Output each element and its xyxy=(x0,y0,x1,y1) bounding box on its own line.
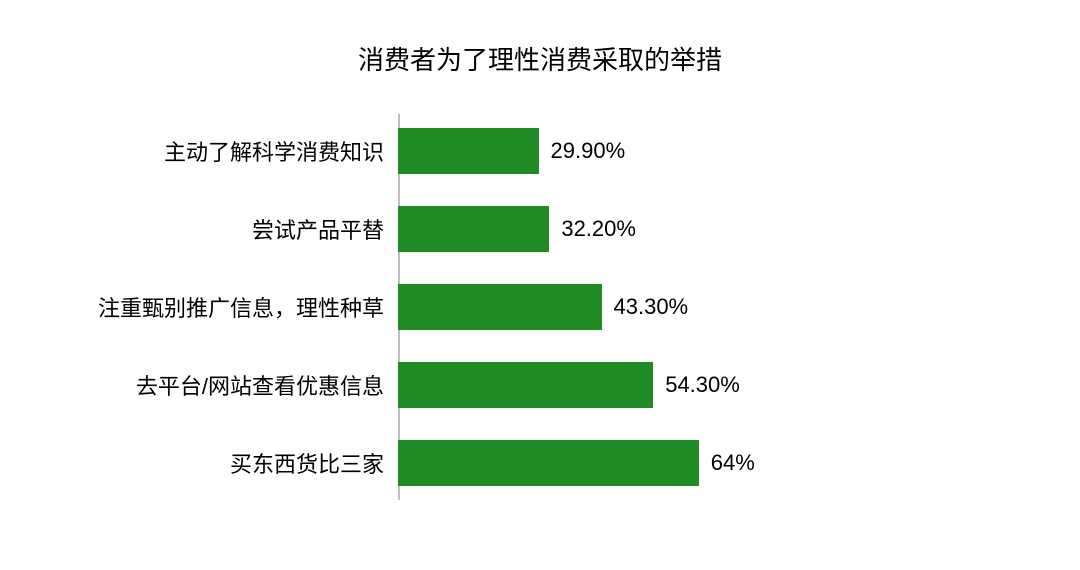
value-label: 64% xyxy=(699,450,755,476)
value-label: 43.30% xyxy=(602,294,689,320)
category-label: 买东西货比三家 xyxy=(230,447,398,479)
bar-row: 去平台/网站查看优惠信息54.30% xyxy=(398,362,868,408)
bar xyxy=(398,284,602,330)
bar xyxy=(398,128,539,174)
category-label: 去平台/网站查看优惠信息 xyxy=(136,369,398,401)
plot-area: 主动了解科学消费知识29.90% 尝试产品平替32.20% 注重甄别推广信息，理性种… xyxy=(398,128,868,486)
value-label: 29.90% xyxy=(539,138,626,164)
bar-row: 买东西货比三家64% xyxy=(398,440,868,486)
bar xyxy=(398,206,549,252)
bar-row: 注重甄别推广信息，理性种草43.30% xyxy=(398,284,868,330)
value-label: 32.20% xyxy=(549,216,636,242)
bar-row: 尝试产品平替32.20% xyxy=(398,206,868,252)
chart-container: 消费者为了理性消费采取的举措 主动了解科学消费知识29.90%尝试产品平替32.… xyxy=(0,0,1080,570)
category-label: 注重甄别推广信息，理性种草 xyxy=(98,291,398,323)
bar xyxy=(398,362,653,408)
category-label: 尝试产品平替 xyxy=(252,213,398,245)
category-label: 主动了解科学消费知识 xyxy=(164,135,398,167)
value-label: 54.30% xyxy=(653,372,740,398)
chart-title: 消费者为了理性消费采取的举措 xyxy=(0,40,1080,77)
bar xyxy=(398,440,699,486)
bar-row: 主动了解科学消费知识29.90% xyxy=(398,128,868,174)
